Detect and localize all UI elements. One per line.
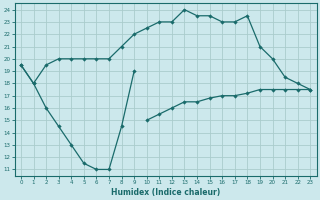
X-axis label: Humidex (Indice chaleur): Humidex (Indice chaleur) xyxy=(111,188,220,197)
